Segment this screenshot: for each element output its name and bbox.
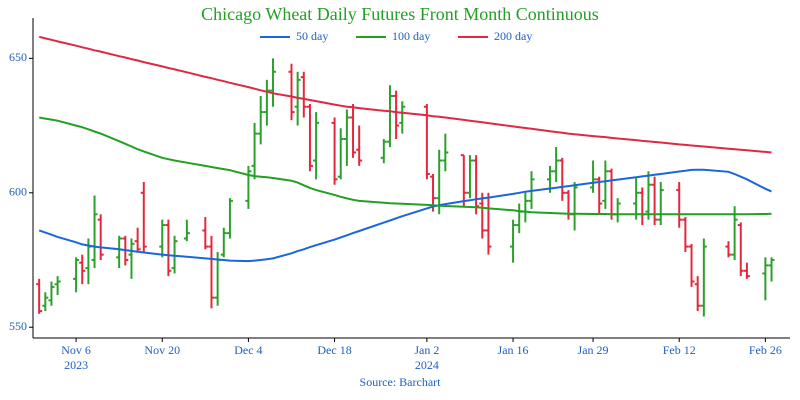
x-year-label: 2023 — [64, 358, 88, 372]
chart-title: Chicago Wheat Daily Futures Front Month … — [201, 4, 599, 24]
legend-label: 100 day — [392, 29, 430, 43]
y-tick-label: 600 — [9, 185, 27, 199]
x-tick-label: Feb 12 — [663, 343, 696, 357]
legend-label: 50 day — [296, 29, 328, 43]
y-tick-label: 650 — [9, 50, 27, 64]
x-tick-label: Jan 2 — [414, 343, 439, 357]
x-tick-label: Nov 20 — [144, 343, 180, 357]
x-year-label: 2024 — [415, 358, 439, 372]
x-tick-label: Jan 29 — [578, 343, 609, 357]
x-tick-label: Jan 16 — [498, 343, 529, 357]
moving-average-line — [39, 116, 772, 216]
x-tick-label: Dec 4 — [234, 343, 262, 357]
moving-average-line — [38, 35, 772, 154]
x-tick-label: Feb 26 — [749, 343, 782, 357]
x-tick-label: Dec 18 — [317, 343, 351, 357]
moving-average-line — [38, 168, 772, 263]
source-note: Source: Barchart — [360, 375, 442, 389]
x-tick-label: Nov 6 — [61, 343, 91, 357]
legend-label: 200 day — [494, 29, 532, 43]
y-tick-label: 550 — [9, 319, 27, 333]
